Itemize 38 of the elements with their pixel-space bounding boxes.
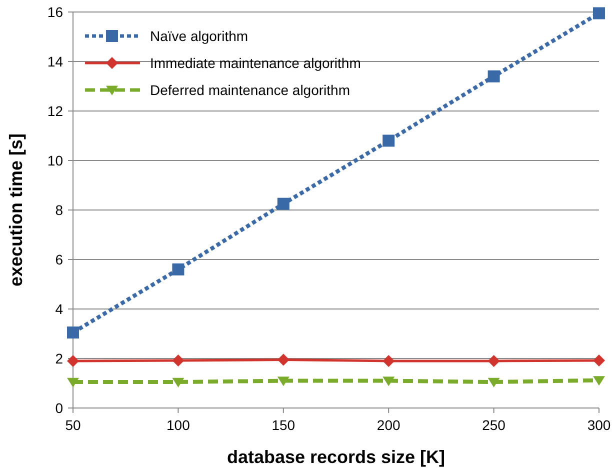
point	[593, 376, 605, 386]
x-tick-label: 200	[376, 417, 400, 433]
point	[382, 134, 395, 147]
x-tick-label: 300	[587, 417, 611, 433]
point	[382, 376, 395, 386]
x-tick-label: 250	[482, 417, 506, 433]
point	[593, 354, 605, 366]
y-axis-title: execution time [s]	[6, 133, 26, 287]
point	[67, 354, 79, 367]
x-tick-label: 150	[272, 417, 296, 433]
y-tick-label: 6	[55, 252, 64, 268]
point	[277, 354, 290, 366]
point	[488, 354, 500, 367]
point	[277, 376, 290, 386]
point	[382, 354, 395, 367]
point	[67, 378, 79, 388]
legend-label: Deferred maintenance algorithm	[150, 82, 350, 98]
point	[67, 326, 79, 339]
point	[488, 378, 500, 388]
legend-label: Immediate maintenance algorithm	[150, 55, 361, 71]
y-tick-label: 12	[47, 103, 64, 119]
y-tick-label: 10	[47, 152, 64, 168]
x-axis-title: database records size [K]	[226, 447, 446, 467]
y-tick-label: 14	[47, 54, 64, 70]
y-tick-label: 16	[47, 4, 64, 20]
x-tick-label: 100	[166, 417, 190, 433]
y-tick-label: 2	[55, 350, 64, 366]
point	[488, 70, 500, 82]
point	[593, 7, 605, 20]
legend-label: Naïve algorithm	[150, 28, 248, 44]
y-tick-label: 0	[55, 400, 64, 416]
point	[172, 354, 184, 366]
y-tick-label: 4	[55, 301, 64, 317]
point	[277, 198, 290, 210]
point	[172, 263, 184, 276]
point	[172, 378, 184, 388]
x-tick-label: 50	[65, 417, 81, 433]
y-tick-label: 8	[55, 202, 64, 218]
